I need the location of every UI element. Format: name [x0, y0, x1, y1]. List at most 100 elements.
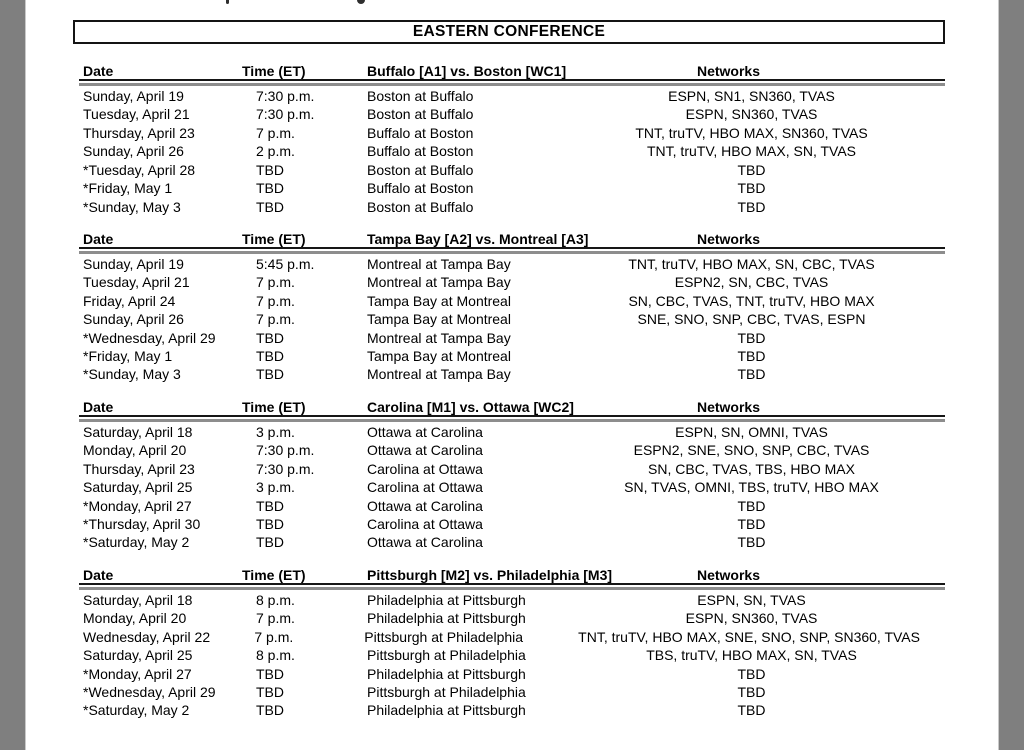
game-time: 7:30 p.m. [256, 442, 315, 459]
schedule-row: *Saturday, May 2 TBD Philadelphia at Pit… [79, 701, 945, 719]
schedule-row: *Wednesday, April 29 TBD Pittsburgh at P… [79, 683, 945, 701]
game-time: TBD [256, 348, 284, 365]
game-matchup: Buffalo at Boston [367, 143, 474, 160]
game-time: TBD [256, 329, 284, 346]
schedule-row: Thursday, April 23 7 p.m. Buffalo at Bos… [79, 124, 945, 142]
column-header-time: Time (ET) [242, 398, 306, 415]
schedule-row: *Thursday, April 30 TBD Carolina at Otta… [79, 515, 945, 533]
game-networks-cell: ESPN2, SNE, SNO, SNP, CBC, TVAS [583, 441, 945, 459]
cropped-text-fragment [357, 0, 365, 4]
game-date: *Sunday, May 3 [83, 366, 181, 383]
schedule-rows: Sunday, April 19 5:45 p.m. Montreal at T… [79, 255, 945, 384]
game-networks: TBS, truTV, HBO MAX, SN, TVAS [646, 647, 857, 664]
game-date: Sunday, April 19 [83, 255, 184, 272]
schedule-rows: Saturday, April 18 8 p.m. Philadelphia a… [79, 591, 945, 720]
column-header-date: Date [83, 63, 114, 79]
game-time: 3 p.m. [256, 479, 295, 496]
game-networks: ESPN, SN360, TVAS [685, 610, 818, 627]
game-matchup: Ottawa at Carolina [367, 442, 483, 459]
table-header-row: Date Time (ET) Pittsburgh [M2] vs. Phila… [79, 566, 945, 585]
schedule-row: *Tuesday, April 28 TBD Boston at Buffalo… [79, 161, 945, 179]
game-date: Saturday, April 25 [83, 647, 193, 664]
game-time: 7 p.m. [256, 610, 295, 627]
game-networks: TBD [737, 198, 766, 215]
game-networks: TNT, truTV, HBO MAX, SN360, TVAS [635, 124, 868, 141]
game-networks: TBD [737, 534, 766, 551]
game-matchup: Carolina at Ottawa [367, 479, 483, 496]
game-networks-cell: ESPN, SN1, SN360, TVAS [583, 87, 945, 105]
schedule-row: Tuesday, April 21 7:30 p.m. Boston at Bu… [79, 105, 945, 123]
game-date: *Saturday, May 2 [83, 534, 190, 551]
game-networks-cell: TNT, truTV, HBO MAX, SNE, SNO, SNP, SN36… [578, 628, 945, 646]
game-matchup: Montreal at Tampa Bay [367, 255, 511, 272]
game-time: TBD [256, 198, 284, 215]
game-time: TBD [256, 683, 284, 700]
game-networks-cell: SN, CBC, TVAS, TBS, HBO MAX [583, 460, 945, 478]
game-networks: TBD [737, 516, 766, 533]
game-time: 7:30 p.m. [256, 88, 315, 104]
document-page: EASTERN CONFERENCE Date Time (ET) Buffal… [25, 0, 999, 750]
game-networks-cell: ESPN, SN360, TVAS [583, 105, 945, 123]
game-time: 7 p.m. [256, 274, 295, 291]
column-header-networks: Networks [696, 398, 761, 415]
game-time: 7 p.m. [256, 292, 295, 309]
game-networks-cell: TNT, truTV, HBO MAX, SN360, TVAS [583, 124, 945, 142]
schedule-row: Sunday, April 26 7 p.m. Tampa Bay at Mon… [79, 310, 945, 328]
game-date: *Monday, April 27 [83, 497, 192, 514]
game-networks-cell: TBD [583, 533, 945, 551]
game-matchup: Buffalo at Boston [367, 180, 474, 197]
networks-header-cell: Networks [560, 399, 922, 415]
header-divider-rule [79, 250, 945, 254]
game-networks: SN, CBC, TVAS, TBS, HBO MAX [648, 460, 855, 477]
game-networks-cell: ESPN, SN360, TVAS [583, 609, 945, 627]
game-matchup: Tampa Bay at Montreal [367, 348, 511, 365]
table-header-row: Date Time (ET) Carolina [M1] vs. Ottawa … [79, 398, 945, 417]
series-section: Date Time (ET) Pittsburgh [M2] vs. Phila… [79, 566, 945, 720]
column-header-date: Date [83, 230, 114, 247]
game-date: *Monday, April 27 [83, 665, 192, 682]
game-matchup: Tampa Bay at Montreal [367, 292, 511, 309]
game-date: Saturday, April 25 [83, 479, 193, 496]
game-networks-cell: TBD [583, 365, 945, 383]
game-date: Monday, April 20 [83, 610, 187, 627]
game-networks: TNT, truTV, HBO MAX, SN, CBC, TVAS [628, 255, 875, 272]
game-networks: TBD [737, 702, 766, 719]
game-matchup: Philadelphia at Pittsburgh [367, 591, 526, 608]
game-networks: TBD [737, 329, 766, 346]
table-header-row: Date Time (ET) Tampa Bay [A2] vs. Montre… [79, 230, 945, 249]
game-networks-cell: SNE, SNO, SNP, CBC, TVAS, ESPN [583, 310, 945, 328]
game-time: TBD [256, 534, 284, 551]
game-time: 7 p.m. [254, 628, 294, 645]
networks-header-cell: Networks [560, 63, 922, 79]
game-networks: TBD [737, 665, 766, 682]
conference-title-box: EASTERN CONFERENCE [73, 20, 945, 44]
game-networks-cell: TBD [583, 347, 945, 365]
game-networks: ESPN, SN360, TVAS [685, 106, 818, 123]
game-networks-cell: ESPN2, SN, CBC, TVAS [583, 273, 945, 291]
game-networks: ESPN2, SNE, SNO, SNP, CBC, TVAS [633, 442, 870, 459]
game-networks: TBD [737, 348, 766, 365]
game-matchup: Boston at Buffalo [367, 161, 474, 178]
game-date: *Thursday, April 30 [83, 516, 201, 533]
game-networks: ESPN, SN, TVAS [697, 591, 806, 608]
game-date: Wednesday, April 22 [83, 628, 211, 645]
game-matchup: Montreal at Tampa Bay [367, 329, 511, 346]
game-time: TBD [256, 366, 284, 383]
schedule-row: *Saturday, May 2 TBD Ottawa at Carolina … [79, 533, 945, 551]
schedule-row: Tuesday, April 21 7 p.m. Montreal at Tam… [79, 273, 945, 291]
schedule-row: Sunday, April 19 7:30 p.m. Boston at Buf… [79, 87, 945, 105]
game-date: *Tuesday, April 28 [83, 161, 196, 178]
game-networks: TBD [737, 161, 766, 178]
game-date: Tuesday, April 21 [83, 274, 190, 291]
schedule-row: Saturday, April 18 8 p.m. Philadelphia a… [79, 591, 945, 609]
game-date: *Wednesday, April 29 [83, 683, 216, 700]
game-date: *Friday, May 1 [83, 180, 173, 197]
schedule-row: Thursday, April 23 7:30 p.m. Carolina at… [79, 460, 945, 478]
game-time: TBD [256, 516, 284, 533]
schedule-sections: Date Time (ET) Buffalo [A1] vs. Boston [… [79, 62, 945, 734]
column-header-networks: Networks [696, 230, 761, 247]
game-time: 8 p.m. [256, 591, 295, 608]
game-time: TBD [256, 665, 284, 682]
game-networks-cell: TNT, truTV, HBO MAX, SN, CBC, TVAS [583, 255, 945, 273]
game-networks: ESPN, SN, OMNI, TVAS [675, 423, 828, 440]
